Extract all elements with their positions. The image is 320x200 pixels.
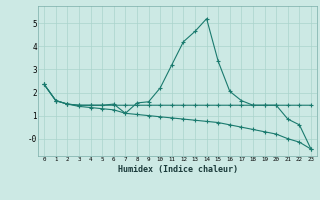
X-axis label: Humidex (Indice chaleur): Humidex (Indice chaleur) [118,165,238,174]
